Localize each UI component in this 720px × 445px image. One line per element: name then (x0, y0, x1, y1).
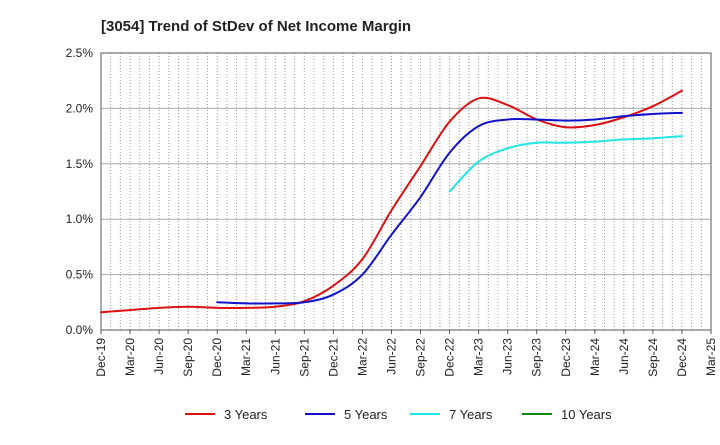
x-tick-label: Jun-20 (152, 338, 166, 375)
x-tick-label: Jun-23 (501, 338, 515, 375)
x-tick-label: Jun-24 (617, 338, 631, 375)
legend-label-10-years: 10 Years (561, 407, 612, 422)
x-tick-label: Dec-19 (94, 338, 108, 377)
legend-label-7-years: 7 Years (449, 407, 493, 422)
series-lines (100, 89, 683, 314)
x-tick-label: Dec-20 (210, 338, 224, 377)
y-axis: 0.0% 0.5% 1.0% 1.5% 2.0% 2.5% (66, 46, 94, 337)
x-axis: Dec-19 Mar-20 Jun-20 Sep-20 Dec-20 Mar-21 Jun-… (94, 330, 718, 377)
y-tick-label: 2.5% (66, 46, 94, 60)
y-tick-label: 1.0% (66, 212, 94, 226)
plot-area (100, 52, 712, 331)
gridlines (101, 52, 711, 331)
x-tick-label: Dec-21 (326, 338, 340, 377)
y-tick-label: 1.5% (66, 157, 94, 171)
x-tick-label: Sep-23 (530, 338, 544, 377)
x-tick-label: Dec-22 (443, 338, 457, 377)
x-tick-label: Mar-24 (588, 338, 602, 376)
x-tick-label: Jun-22 (384, 338, 398, 375)
y-tick-label: 0.5% (66, 268, 94, 282)
x-tick-label: Mar-25 (704, 338, 718, 376)
legend-label-5-years: 5 Years (344, 407, 388, 422)
x-tick-label: Dec-23 (559, 338, 573, 377)
series-line-3-years (100, 89, 683, 314)
x-tick-label: Dec-24 (675, 338, 689, 377)
y-tick-label: 2.0% (66, 101, 94, 115)
legend-label-3-years: 3 Years (224, 407, 268, 422)
x-tick-label: Sep-21 (297, 338, 311, 377)
x-tick-label: Mar-20 (123, 338, 137, 376)
series-line-7-years (448, 135, 683, 193)
chart-title: [3054] Trend of StDev of Net Income Marg… (101, 18, 411, 35)
x-tick-label: Mar-21 (239, 338, 253, 376)
x-tick-label: Mar-22 (355, 338, 369, 376)
x-tick-label: Mar-23 (472, 338, 486, 376)
x-tick-label: Sep-24 (646, 338, 660, 377)
legend: 3 Years 5 Years 7 Years 10 Years (185, 407, 612, 422)
x-tick-label: Sep-20 (181, 338, 195, 377)
x-tick-label: Sep-22 (414, 338, 428, 377)
y-tick-label: 0.0% (66, 323, 94, 337)
x-tick-label: Jun-21 (268, 338, 282, 375)
series-line-5-years (216, 111, 683, 305)
